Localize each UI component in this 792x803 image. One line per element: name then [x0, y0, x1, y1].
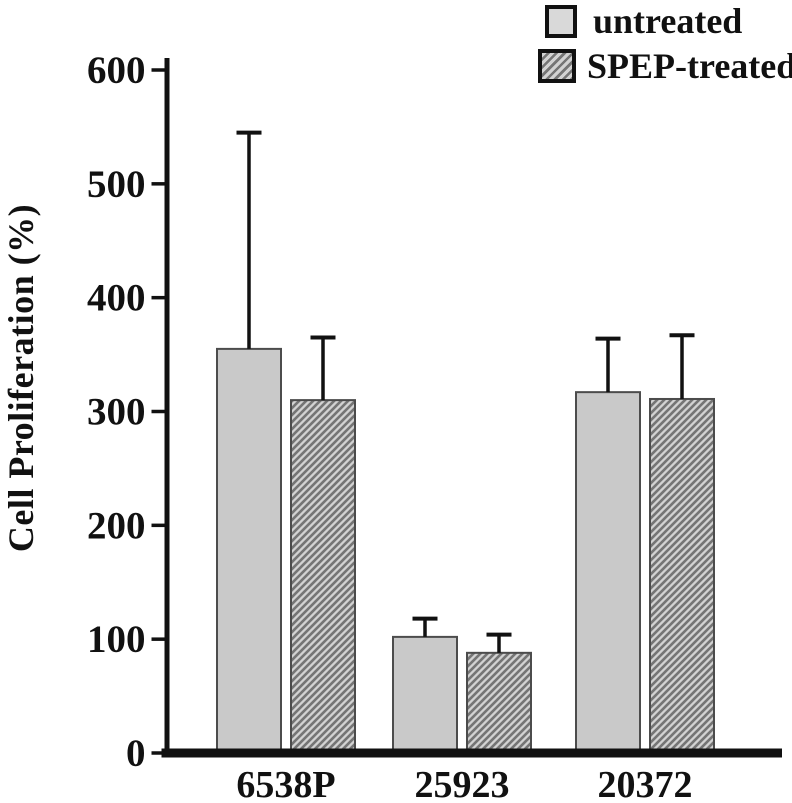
x-category-label-20372: 20372 — [598, 764, 693, 803]
legend-item-spep-treated: SPEP-treated — [538, 48, 792, 84]
y-tick-label-600: 600 — [87, 49, 146, 92]
legend-swatch-untreated-icon — [545, 4, 577, 38]
axis-labels-layer: 0 100 200 300 400 500 600 6538P 25923 20372 Cell P… — [1, 49, 693, 803]
x-category-label-6538P: 6538P — [236, 764, 335, 803]
legend-item-untreated: untreated — [545, 3, 792, 39]
bar-SPEP-treated-25923 — [466, 651, 532, 754]
y-tick-label-500: 500 — [87, 163, 146, 206]
x-category-label-25923: 25923 — [415, 764, 510, 803]
bars-layer — [216, 347, 715, 755]
y-axis-title: Cell Proliferation (%) — [1, 204, 41, 552]
y-tick-label-100: 100 — [87, 618, 146, 661]
bar-SPEP-treated-6538P — [290, 399, 356, 754]
error-bars-layer — [236, 130, 695, 653]
y-tick-label-300: 300 — [87, 391, 146, 434]
bar-untreated-20372 — [575, 391, 641, 754]
legend-label-spep-treated: SPEP-treated — [587, 46, 792, 86]
legend: untreated SPEP-treated — [538, 3, 792, 84]
y-tick-label-400: 400 — [87, 277, 146, 320]
y-tick-label-0: 0 — [126, 732, 146, 775]
legend-swatch-spep-treated-icon — [538, 49, 576, 83]
bar-untreated-6538P — [216, 347, 282, 754]
axes-layer — [151, 58, 782, 758]
x-axis-line — [161, 748, 782, 758]
legend-label-untreated: untreated — [593, 1, 743, 41]
bar-SPEP-treated-20372 — [649, 397, 715, 754]
y-tick-label-200: 200 — [87, 504, 146, 547]
bar-untreated-25923 — [392, 635, 458, 755]
